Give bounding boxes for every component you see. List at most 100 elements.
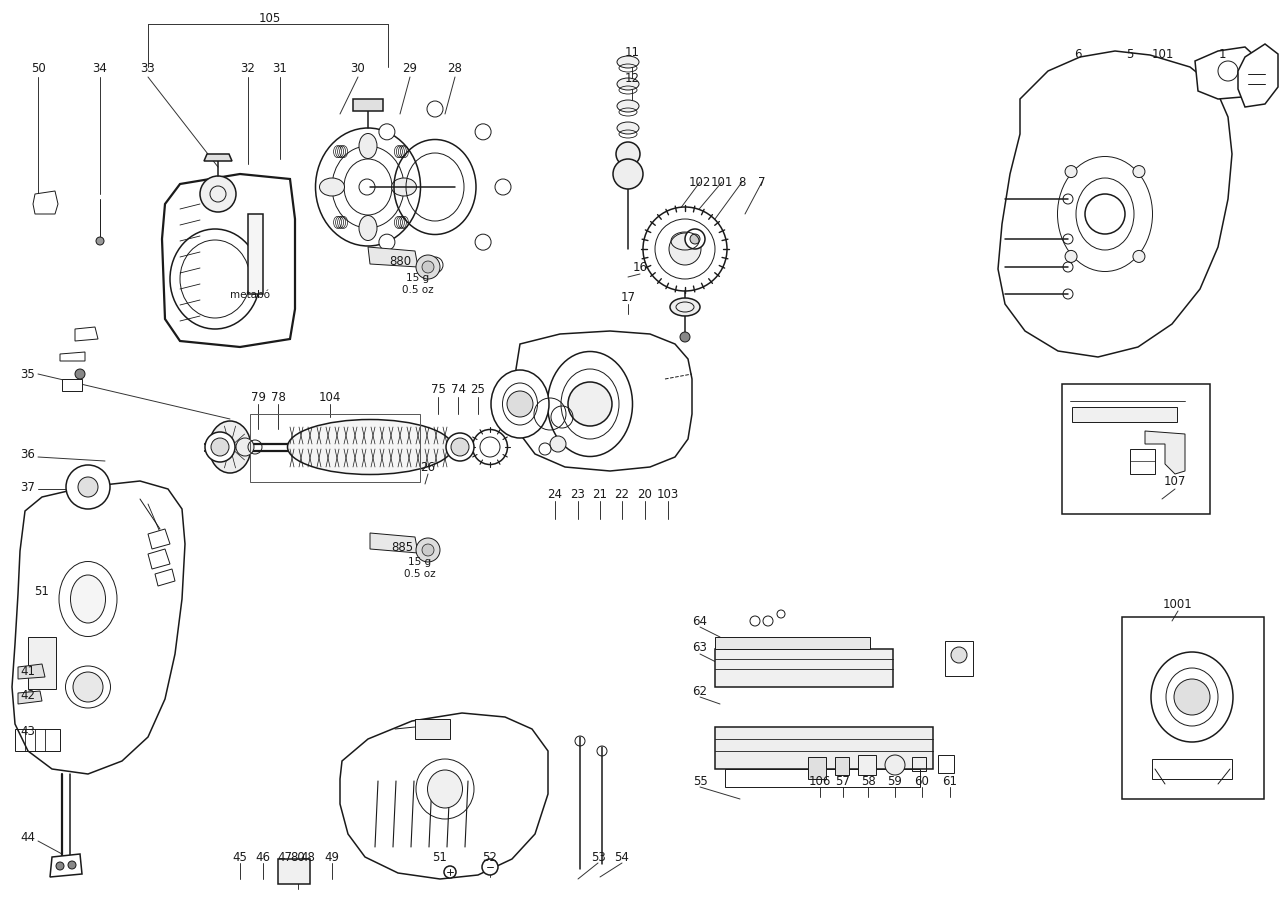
Text: 44: 44 xyxy=(20,831,36,843)
Ellipse shape xyxy=(209,421,251,474)
Text: 58: 58 xyxy=(860,775,876,787)
Text: 79: 79 xyxy=(251,391,265,404)
Polygon shape xyxy=(12,482,186,774)
Circle shape xyxy=(73,672,102,703)
Ellipse shape xyxy=(288,420,453,475)
Circle shape xyxy=(616,143,640,167)
Text: 30: 30 xyxy=(351,61,365,75)
Circle shape xyxy=(56,862,64,870)
Circle shape xyxy=(1065,166,1076,179)
Polygon shape xyxy=(163,175,294,347)
Ellipse shape xyxy=(669,299,700,317)
Ellipse shape xyxy=(320,179,344,197)
Circle shape xyxy=(643,207,727,291)
Text: 101: 101 xyxy=(1152,49,1174,61)
Circle shape xyxy=(76,370,84,380)
Circle shape xyxy=(483,859,498,875)
Ellipse shape xyxy=(70,575,105,623)
Polygon shape xyxy=(1238,45,1277,108)
Circle shape xyxy=(428,258,443,273)
Text: 28: 28 xyxy=(448,61,462,75)
Polygon shape xyxy=(516,332,692,472)
Bar xyxy=(724,769,920,787)
Polygon shape xyxy=(18,691,42,704)
Polygon shape xyxy=(204,155,232,161)
Circle shape xyxy=(613,160,643,189)
Circle shape xyxy=(475,235,492,251)
Text: 42: 42 xyxy=(20,689,36,702)
Polygon shape xyxy=(1146,431,1185,474)
Text: 22: 22 xyxy=(614,488,630,501)
Polygon shape xyxy=(370,533,419,554)
Text: 105: 105 xyxy=(259,12,282,24)
Circle shape xyxy=(422,545,434,557)
Bar xyxy=(716,638,870,649)
Text: 59: 59 xyxy=(887,775,902,787)
Text: 54: 54 xyxy=(614,851,630,863)
Text: 20: 20 xyxy=(637,488,653,501)
Polygon shape xyxy=(1196,48,1258,100)
Ellipse shape xyxy=(617,57,639,69)
Bar xyxy=(28,638,56,689)
Circle shape xyxy=(422,262,434,273)
Ellipse shape xyxy=(617,101,639,113)
Circle shape xyxy=(951,648,966,663)
Bar xyxy=(1073,408,1178,422)
Ellipse shape xyxy=(428,770,462,808)
Text: 104: 104 xyxy=(319,391,342,404)
Circle shape xyxy=(1174,679,1210,715)
Text: 47: 47 xyxy=(278,851,293,863)
Text: 7: 7 xyxy=(758,176,765,189)
Circle shape xyxy=(379,124,396,141)
Circle shape xyxy=(884,755,905,775)
Circle shape xyxy=(475,124,492,141)
Polygon shape xyxy=(340,713,548,879)
Circle shape xyxy=(685,230,705,250)
Ellipse shape xyxy=(236,438,253,456)
Polygon shape xyxy=(61,380,82,391)
Bar xyxy=(1062,384,1210,514)
Text: 62: 62 xyxy=(692,685,708,698)
Bar xyxy=(1123,617,1265,799)
Text: 52: 52 xyxy=(483,851,498,863)
Text: 37: 37 xyxy=(20,481,36,494)
Circle shape xyxy=(507,391,532,418)
Text: 107: 107 xyxy=(1164,475,1187,488)
Bar xyxy=(353,100,383,112)
Bar xyxy=(1130,449,1155,474)
Ellipse shape xyxy=(392,179,416,197)
Text: 49: 49 xyxy=(325,851,339,863)
Text: 60: 60 xyxy=(915,775,929,787)
Polygon shape xyxy=(155,569,175,586)
Text: 25: 25 xyxy=(471,383,485,396)
Text: 51: 51 xyxy=(433,851,448,863)
Text: metabó: metabó xyxy=(230,290,270,299)
Text: 57: 57 xyxy=(836,775,850,787)
Text: 45: 45 xyxy=(233,851,247,863)
Ellipse shape xyxy=(492,371,549,438)
Text: 17: 17 xyxy=(621,291,635,304)
Text: 34: 34 xyxy=(92,61,108,75)
Text: 29: 29 xyxy=(402,61,417,75)
Ellipse shape xyxy=(205,433,236,463)
Ellipse shape xyxy=(472,430,507,465)
Text: 11: 11 xyxy=(625,45,640,59)
Text: 48: 48 xyxy=(301,851,315,863)
Circle shape xyxy=(680,333,690,343)
Polygon shape xyxy=(369,248,419,268)
Circle shape xyxy=(568,382,612,427)
Text: 12: 12 xyxy=(625,71,640,85)
Text: 880: 880 xyxy=(389,255,411,268)
Ellipse shape xyxy=(358,134,378,160)
Circle shape xyxy=(495,179,511,196)
Bar xyxy=(835,757,849,775)
Circle shape xyxy=(1133,251,1144,263)
Text: 23: 23 xyxy=(571,488,585,501)
Bar xyxy=(716,727,933,769)
Polygon shape xyxy=(33,192,58,215)
Text: 50: 50 xyxy=(31,61,45,75)
Bar xyxy=(250,415,420,483)
Text: 46: 46 xyxy=(256,851,270,863)
Bar xyxy=(1152,759,1231,779)
Circle shape xyxy=(200,177,236,213)
